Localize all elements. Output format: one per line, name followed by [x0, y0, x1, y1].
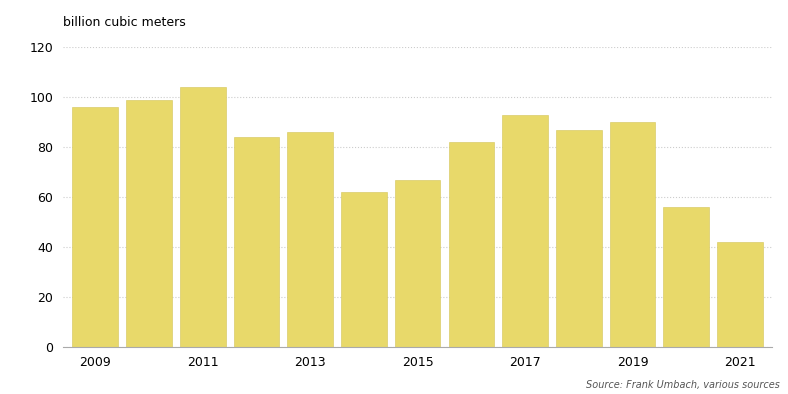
Text: Source: Frank Umbach, various sources: Source: Frank Umbach, various sources — [586, 380, 780, 390]
Bar — [72, 107, 118, 347]
Text: billion cubic meters: billion cubic meters — [63, 16, 186, 29]
Bar — [180, 87, 225, 347]
Bar — [663, 207, 709, 347]
Bar — [288, 132, 333, 347]
Bar — [395, 180, 440, 347]
Bar — [341, 192, 387, 347]
Bar — [502, 115, 548, 347]
Bar — [556, 130, 602, 347]
Bar — [233, 137, 279, 347]
Bar — [448, 142, 494, 347]
Bar — [717, 242, 763, 347]
Bar — [610, 122, 656, 347]
Bar — [126, 100, 172, 347]
